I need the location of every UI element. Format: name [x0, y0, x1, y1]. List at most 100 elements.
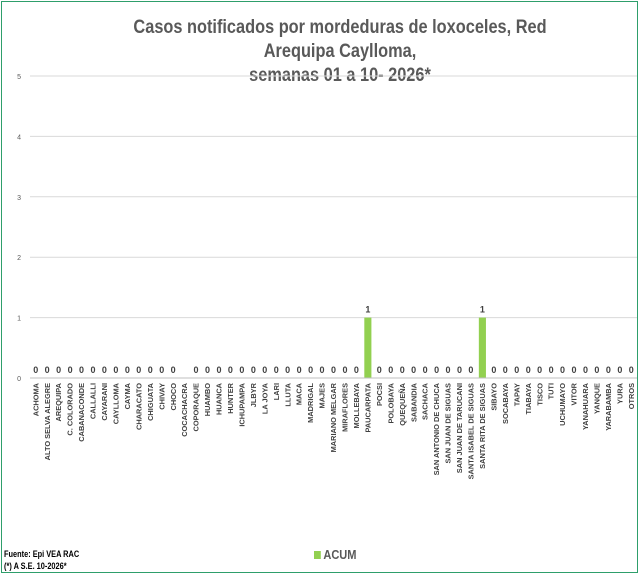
x-tick-label: C. COLORADO: [66, 383, 75, 436]
x-tick-label: MAJES: [318, 383, 327, 409]
x-tick-label: SABANDIA: [409, 382, 418, 422]
bar: [364, 317, 372, 378]
x-tick-label: JLBYR: [249, 382, 258, 407]
x-tick-label: QUEQUEÑA: [398, 382, 407, 425]
footnote-text: (*) A S.E. 10-2026*: [4, 561, 67, 571]
x-tick-label: UCHUMAYO: [558, 383, 567, 426]
data-label: 1: [365, 305, 370, 315]
x-tick-label: SANTA RITA DE SIGUAS: [478, 383, 487, 469]
data-label: 0: [606, 365, 611, 375]
data-label: 0: [45, 365, 50, 375]
x-tick-label: TIABAYA: [524, 382, 533, 414]
x-tick-label: HUNTER: [226, 382, 235, 413]
x-tick-label: HUANCA: [215, 382, 224, 415]
data-label: 0: [446, 365, 451, 375]
source-note: Fuente: Epi VEA RAC (*) A S.E. 10-2026*: [4, 548, 79, 572]
data-label: 0: [377, 365, 382, 375]
data-label: 0: [320, 365, 325, 375]
x-tick-label: COCACHACRA: [180, 382, 189, 436]
x-tick-label: OTROS: [627, 383, 636, 409]
data-label: 0: [572, 365, 577, 375]
data-label: 0: [457, 365, 462, 375]
data-label: 0: [251, 365, 256, 375]
data-label: 0: [239, 365, 244, 375]
x-tick-label: ICHUPAMPA: [237, 382, 246, 426]
data-label: 0: [136, 365, 141, 375]
x-tick-label: SAN ANTONIO DE CHUCA: [432, 382, 441, 475]
data-label: 0: [205, 365, 210, 375]
x-tick-label: MARIANO MELGAR: [329, 382, 338, 452]
x-tick-label: SIBAYO: [489, 383, 498, 411]
x-tick-label: COPORAQUE: [192, 383, 201, 432]
data-label: 0: [526, 365, 531, 375]
x-tick-label: AREQUIPA: [54, 382, 63, 421]
x-tick-label: ALTO SELVA ALEGRE: [43, 383, 52, 460]
data-label: 0: [216, 365, 221, 375]
x-tick-label: YANQUE: [593, 383, 602, 414]
y-tick-label: 2: [17, 255, 21, 262]
x-tick-label: CHOCO: [169, 383, 178, 411]
data-label: 0: [194, 365, 199, 375]
data-label: 0: [400, 365, 405, 375]
chart-title: Casos notificados por mordeduras de loxo…: [133, 17, 547, 62]
data-label: 0: [388, 365, 393, 375]
data-label: 0: [113, 365, 118, 375]
data-label: 0: [629, 365, 634, 375]
data-label: 0: [423, 365, 428, 375]
x-tick-label: MIRAFLORES: [341, 383, 350, 432]
y-tick-label: 3: [17, 195, 21, 202]
x-tick-label: CAYMA: [123, 382, 132, 409]
x-tick-label: CHIGUATA: [146, 382, 155, 421]
data-label: 0: [503, 365, 508, 375]
data-label: 0: [68, 365, 73, 375]
data-label: 0: [159, 365, 164, 375]
x-tick-label: CALLALLI: [89, 383, 98, 419]
data-label: 0: [171, 365, 176, 375]
y-tick-label: 5: [17, 74, 21, 81]
x-tick-label: MOLLEBAYA: [352, 382, 361, 428]
x-tick-label: CAYARANI: [100, 383, 109, 421]
data-label: 0: [79, 365, 84, 375]
legend: ACUM: [314, 547, 357, 562]
x-tick-label: SACHACA: [421, 382, 430, 420]
data-label: 1: [480, 305, 485, 315]
data-label: 0: [262, 365, 267, 375]
data-label: 0: [537, 365, 542, 375]
data-label: 0: [331, 365, 336, 375]
data-label: 0: [274, 365, 279, 375]
y-tick-label: 4: [17, 134, 21, 141]
x-tick-label: LARI: [272, 383, 281, 400]
data-label: 0: [560, 365, 565, 375]
x-tick-label: TAPAY: [512, 383, 521, 406]
legend-label: ACUM: [323, 547, 357, 562]
data-label: 0: [102, 365, 107, 375]
data-label: 0: [411, 365, 416, 375]
data-label: 0: [342, 365, 347, 375]
data-label: 0: [354, 365, 359, 375]
data-label: 0: [148, 365, 153, 375]
x-tick-label: POCSI: [375, 383, 384, 406]
x-tick-label: YANAHUARA: [581, 382, 590, 430]
bar: [478, 317, 486, 378]
x-tick-label: LA JOYA: [260, 382, 269, 414]
x-tick-label: HUAMBO: [203, 383, 212, 417]
data-label: 0: [617, 365, 622, 375]
x-tick-label: SOCABAYA: [501, 382, 510, 424]
data-label: 0: [33, 365, 38, 375]
x-tick-label: PAUCARPATA: [363, 382, 372, 432]
legend-swatch: [314, 550, 321, 559]
x-tick-label: TUTI: [547, 383, 556, 399]
x-tick-label: YARABAMBA: [604, 382, 613, 430]
x-tick-label: CAYLLOMA: [111, 382, 120, 424]
data-label: 0: [434, 365, 439, 375]
x-tick-label: TISCO: [535, 383, 544, 406]
x-tick-label: MACA: [295, 382, 304, 405]
x-tick-label: ACHOMA: [31, 382, 40, 416]
data-label: 0: [594, 365, 599, 375]
data-label: 0: [56, 365, 61, 375]
data-label: 0: [125, 365, 130, 375]
x-tick-label: SANTA ISABEL DE SIGUAS: [467, 383, 476, 479]
x-tick-label: YURA: [615, 382, 624, 404]
